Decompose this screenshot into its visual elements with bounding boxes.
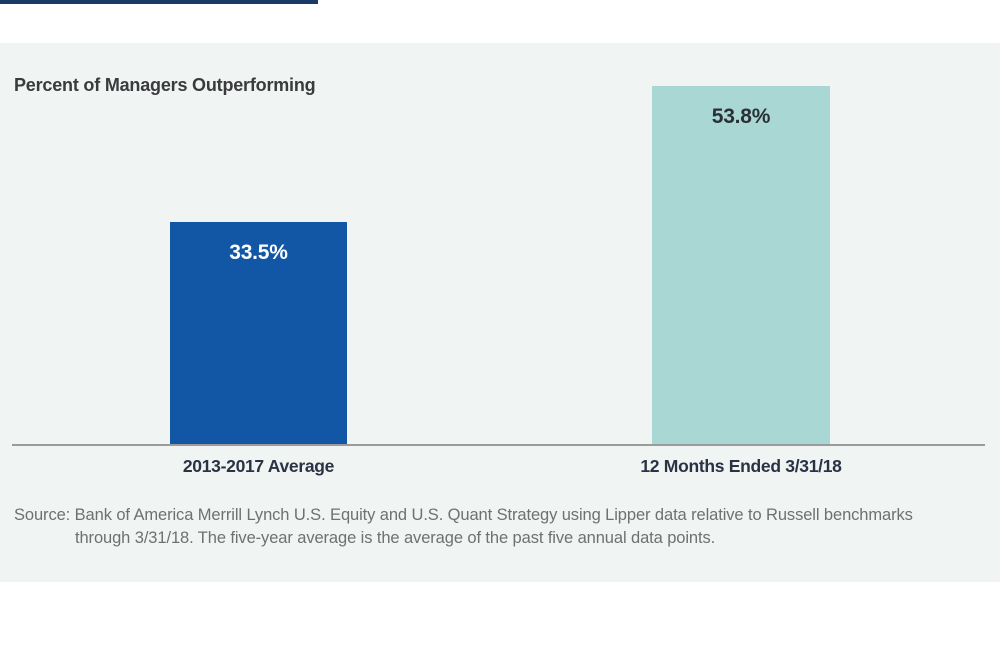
axis-baseline xyxy=(12,444,985,446)
chart-title: Percent of Managers Outperforming xyxy=(14,75,316,95)
bar-2013-2017-average: 33.5% xyxy=(170,222,347,445)
category-label-2013-2017-average: 2013-2017 Average xyxy=(182,456,335,476)
chart-panel xyxy=(0,43,1000,582)
source-note-line2: through 3/31/18. The five-year average i… xyxy=(75,529,716,547)
bar-value-label: 53.8% xyxy=(711,105,771,128)
bar-value-label: 33.5% xyxy=(229,241,288,264)
bar-12-months-ended: 53.8% xyxy=(652,86,830,445)
source-note: Source: Bank of America Merrill Lynch U.… xyxy=(14,504,913,550)
source-note-line1: Source: Bank of America Merrill Lynch U.… xyxy=(14,506,913,524)
category-label-12-months-ended: 12 Months Ended 3/31/18 xyxy=(640,456,842,476)
top-accent-rule xyxy=(0,0,318,4)
